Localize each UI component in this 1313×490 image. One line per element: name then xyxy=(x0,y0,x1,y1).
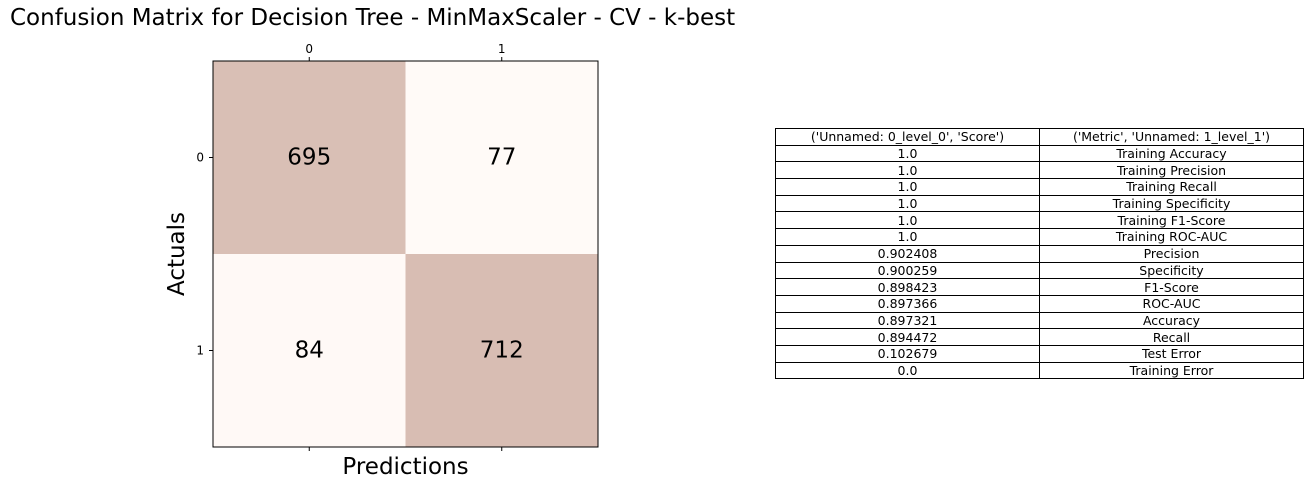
score-cell: 0.0 xyxy=(775,361,1040,380)
score-cell: 0.102679 xyxy=(775,344,1040,363)
table-body: 1.0 Training Accuracy 1.0 Training Precisio… xyxy=(775,144,1304,380)
matrix-frame xyxy=(212,60,599,448)
table-row: 1.0 Training ROC-AUC xyxy=(775,228,1304,246)
score-cell: 1.0 xyxy=(775,178,1040,196)
table-row: 0.898423 F1-Score xyxy=(775,278,1304,296)
score-cell: 1.0 xyxy=(775,161,1040,180)
x-axis-label: Predictions xyxy=(342,454,468,480)
matrix-cell-1-1 xyxy=(405,254,598,447)
x-tick-label-0: 0 xyxy=(305,42,313,56)
table-row: 0.894472 Recall xyxy=(775,328,1304,346)
metrics-table: ('Unnamed: 0_level_0', 'Score') ('Metric'… xyxy=(775,128,1304,380)
metric-cell: Training Error xyxy=(1039,361,1304,380)
metric-cell: Accuracy xyxy=(1039,311,1304,330)
confusion-matrix: 695 77 84 712 0 1 0 1 Predictions Actuals xyxy=(164,42,599,480)
table-row: 1.0 Training Accuracy xyxy=(775,144,1304,163)
cell-value-1-1: 712 xyxy=(480,338,524,364)
y-tick-label-0: 0 xyxy=(196,151,204,165)
score-cell: 0.897321 xyxy=(775,311,1040,330)
x-tick-label-1: 1 xyxy=(498,42,506,56)
metric-cell: Training Accuracy xyxy=(1039,144,1304,163)
table-row: 1.0 Training Recall xyxy=(775,178,1304,196)
metric-cell: ROC-AUC xyxy=(1039,294,1304,313)
table-header-row: ('Unnamed: 0_level_0', 'Score') ('Metric'… xyxy=(775,128,1304,146)
table-row: 0.900259 Specificity xyxy=(775,261,1304,280)
metric-cell: Training ROC-AUC xyxy=(1039,228,1304,246)
matrix-cells: 695 77 84 712 xyxy=(213,61,598,447)
cell-value-0-1: 77 xyxy=(487,145,516,171)
matrix-ticks: 0 1 0 1 xyxy=(196,42,506,451)
score-cell: 1.0 xyxy=(775,144,1040,163)
score-cell: 0.902408 xyxy=(775,244,1040,263)
y-axis-label: Actuals xyxy=(164,212,190,296)
table-header-1: ('Metric', 'Unnamed: 1_level_1') xyxy=(1039,128,1304,146)
matrix-cell-1-0 xyxy=(213,254,406,447)
score-cell: 1.0 xyxy=(775,194,1040,213)
table-row: 1.0 Training Specificity xyxy=(775,194,1304,213)
metric-cell: Training Precision xyxy=(1039,161,1304,180)
metric-cell: Test Error xyxy=(1039,344,1304,363)
table-row: 1.0 Training F1-Score xyxy=(775,211,1304,230)
metric-cell: Recall xyxy=(1039,328,1304,346)
table-row: 0.902408 Precision xyxy=(775,244,1304,263)
table-row: 0.897366 ROC-AUC xyxy=(775,294,1304,313)
matrix-cell-0-1 xyxy=(405,61,598,254)
score-cell: 1.0 xyxy=(775,211,1040,230)
y-tick-label-1: 1 xyxy=(196,344,204,358)
table-row: 0.0 Training Error xyxy=(775,361,1304,380)
score-cell: 0.894472 xyxy=(775,328,1040,346)
metric-cell: Specificity xyxy=(1039,261,1304,280)
table-header-0: ('Unnamed: 0_level_0', 'Score') xyxy=(775,128,1040,146)
metric-cell: Training Specificity xyxy=(1039,194,1304,213)
table-row: 0.102679 Test Error xyxy=(775,344,1304,363)
chart-title: Confusion Matrix for Decision Tree - Min… xyxy=(10,5,736,31)
metric-cell: Training F1-Score xyxy=(1039,211,1304,230)
table-row: 0.897321 Accuracy xyxy=(775,311,1304,330)
cell-value-0-0: 695 xyxy=(287,145,331,171)
metric-cell: F1-Score xyxy=(1039,278,1304,296)
score-cell: 0.900259 xyxy=(775,261,1040,280)
score-cell: 0.897366 xyxy=(775,294,1040,313)
cell-value-1-0: 84 xyxy=(295,338,324,364)
metric-cell: Training Recall xyxy=(1039,178,1304,196)
table-row: 1.0 Training Precision xyxy=(775,161,1304,180)
score-cell: 1.0 xyxy=(775,228,1040,246)
metric-cell: Precision xyxy=(1039,244,1304,263)
score-cell: 0.898423 xyxy=(775,278,1040,296)
matrix-cell-0-0 xyxy=(213,61,406,254)
